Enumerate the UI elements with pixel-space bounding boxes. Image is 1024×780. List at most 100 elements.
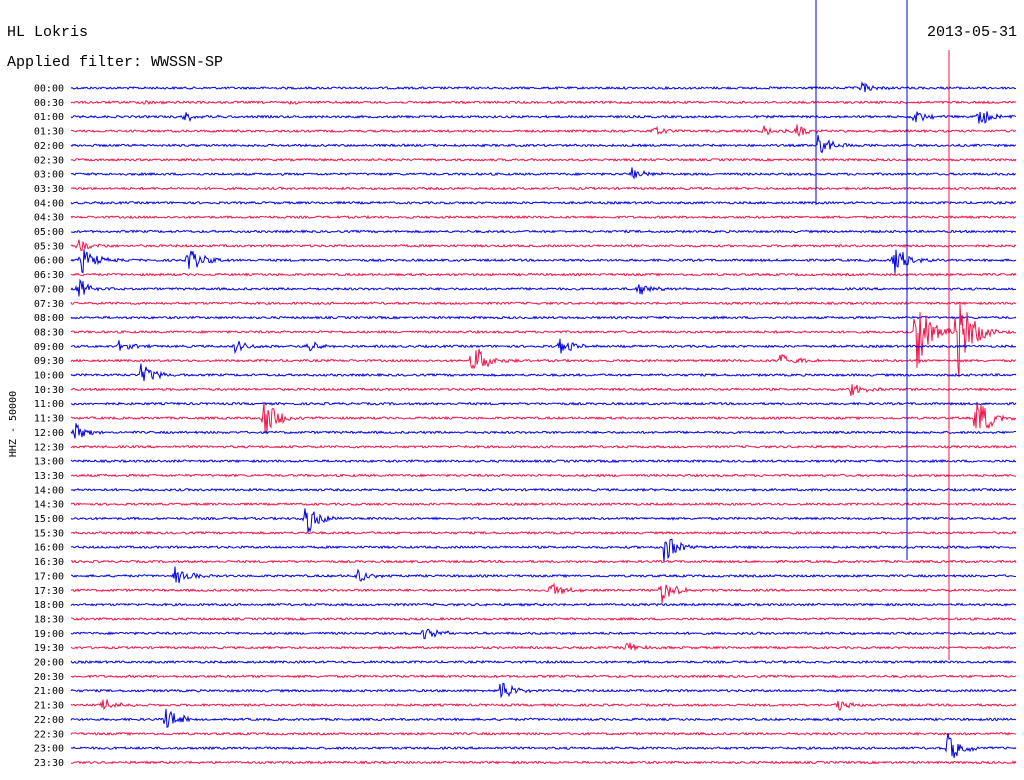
trace-row-2300 bbox=[70, 733, 1017, 759]
trace-row-1300 bbox=[70, 459, 1017, 464]
trace-row-1700 bbox=[70, 566, 1017, 584]
row-label-0930: 09:30 bbox=[34, 356, 64, 367]
trace-row-0200 bbox=[70, 134, 1017, 154]
trace-row-0530 bbox=[70, 239, 1017, 252]
row-label-0730: 07:30 bbox=[34, 299, 64, 310]
row-label-2130: 21:30 bbox=[34, 701, 64, 712]
row-label-0300: 03:00 bbox=[34, 170, 64, 181]
seismogram-traces bbox=[70, 0, 1017, 765]
trace-row-1130 bbox=[70, 402, 1017, 433]
filter-subtitle: Applied filter: WWSSN-SP bbox=[7, 54, 223, 71]
trace-row-0800 bbox=[70, 315, 1017, 320]
row-label-0030: 00:30 bbox=[34, 98, 64, 109]
trace-row-2030 bbox=[70, 674, 1017, 679]
trace-row-2200 bbox=[70, 708, 1017, 728]
trace-row-1200 bbox=[70, 423, 1017, 439]
trace-row-1500 bbox=[70, 508, 1017, 533]
trace-row-1030 bbox=[70, 384, 1017, 397]
row-label-2330: 23:30 bbox=[34, 758, 64, 769]
trace-row-0230 bbox=[70, 157, 1017, 162]
trace-row-1800 bbox=[70, 602, 1017, 607]
row-label-0830: 08:30 bbox=[34, 327, 64, 338]
row-label-2030: 20:30 bbox=[34, 672, 64, 683]
row-label-1730: 17:30 bbox=[34, 586, 64, 597]
trace-row-0500 bbox=[70, 229, 1017, 234]
row-label-2300: 23:00 bbox=[34, 744, 64, 755]
row-label-2100: 21:00 bbox=[34, 686, 64, 697]
row-label-2000: 20:00 bbox=[34, 658, 64, 669]
row-label-1630: 16:30 bbox=[34, 557, 64, 568]
row-label-0700: 07:00 bbox=[34, 284, 64, 295]
row-label-0800: 08:00 bbox=[34, 313, 64, 324]
trace-row-0600 bbox=[70, 249, 1017, 274]
trace-row-0630 bbox=[70, 272, 1017, 277]
row-label-0430: 04:30 bbox=[34, 213, 64, 224]
date-label: 2013-05-31 bbox=[927, 24, 1017, 41]
row-label-0130: 01:30 bbox=[34, 127, 64, 138]
trace-row-1730 bbox=[70, 582, 1017, 604]
trace-row-1000 bbox=[70, 363, 1017, 382]
trace-row-2000 bbox=[70, 659, 1017, 665]
row-label-1930: 19:30 bbox=[34, 643, 64, 654]
row-label-1430: 14:30 bbox=[34, 500, 64, 511]
row-label-0230: 02:30 bbox=[34, 155, 64, 166]
trace-row-1100 bbox=[70, 401, 1017, 406]
row-label-0000: 00:00 bbox=[34, 84, 64, 95]
trace-row-1900 bbox=[70, 628, 1017, 640]
row-label-0200: 02:00 bbox=[34, 141, 64, 152]
trace-row-1330 bbox=[70, 473, 1017, 478]
row-label-0630: 06:30 bbox=[34, 270, 64, 281]
trace-row-0330 bbox=[70, 186, 1017, 191]
trace-row-0100 bbox=[70, 111, 1017, 124]
row-label-0400: 04:00 bbox=[34, 198, 64, 209]
trace-row-0930 bbox=[70, 348, 1017, 370]
row-label-1400: 14:00 bbox=[34, 485, 64, 496]
row-label-1500: 15:00 bbox=[34, 514, 64, 525]
row-label-1830: 18:30 bbox=[34, 614, 64, 625]
trace-row-1930 bbox=[70, 642, 1017, 652]
trace-row-0900 bbox=[70, 338, 1017, 355]
row-label-1800: 18:00 bbox=[34, 600, 64, 611]
trace-row-1630 bbox=[70, 559, 1017, 564]
row-label-1030: 10:30 bbox=[34, 385, 64, 396]
row-label-1200: 12:00 bbox=[34, 428, 64, 439]
row-label-1000: 10:00 bbox=[34, 371, 64, 382]
row-label-1330: 13:30 bbox=[34, 471, 64, 482]
row-label-0900: 09:00 bbox=[34, 342, 64, 353]
trace-row-1600 bbox=[70, 538, 1017, 563]
trace-row-0130 bbox=[70, 124, 1017, 137]
row-label-1100: 11:00 bbox=[34, 399, 64, 410]
row-label-0500: 05:00 bbox=[34, 227, 64, 238]
trace-row-1830 bbox=[70, 616, 1017, 622]
trace-row-2330 bbox=[70, 760, 1017, 765]
y-axis-label: HHZ - 50000 bbox=[8, 391, 19, 457]
row-label-1700: 17:00 bbox=[34, 571, 64, 582]
row-label-1900: 19:00 bbox=[34, 629, 64, 640]
trace-row-2130 bbox=[70, 699, 1017, 712]
trace-row-0030 bbox=[70, 99, 1017, 106]
row-label-2200: 22:00 bbox=[34, 715, 64, 726]
trace-row-0430 bbox=[70, 214, 1017, 220]
trace-row-0830 bbox=[70, 303, 1017, 378]
trace-row-2100 bbox=[70, 682, 1017, 699]
row-label-0530: 05:30 bbox=[34, 241, 64, 252]
trace-row-0700 bbox=[70, 278, 1017, 297]
row-label-1600: 16:00 bbox=[34, 543, 64, 554]
trace-row-1530 bbox=[70, 530, 1017, 536]
trace-row-1400 bbox=[70, 487, 1017, 492]
trace-row-1230 bbox=[70, 444, 1017, 449]
trace-row-0400 bbox=[70, 200, 1017, 205]
row-label-0600: 06:00 bbox=[34, 256, 64, 267]
time-tick-labels: 00:00 00:30 01:00 01:30 02:00 02:30 03:00 03:30… bbox=[34, 84, 64, 769]
row-label-1530: 15:30 bbox=[34, 528, 64, 539]
trace-row-0730 bbox=[70, 301, 1017, 306]
trace-row-1430 bbox=[70, 501, 1017, 507]
row-label-1230: 12:30 bbox=[34, 442, 64, 453]
station-title: HL Lokris bbox=[7, 24, 88, 41]
trace-row-2230 bbox=[70, 731, 1017, 736]
row-label-2230: 22:30 bbox=[34, 729, 64, 740]
trace-row-0000 bbox=[70, 80, 1017, 93]
row-label-1130: 11:30 bbox=[34, 414, 64, 425]
row-label-1300: 13:00 bbox=[34, 457, 64, 468]
trace-row-0300 bbox=[70, 167, 1017, 180]
